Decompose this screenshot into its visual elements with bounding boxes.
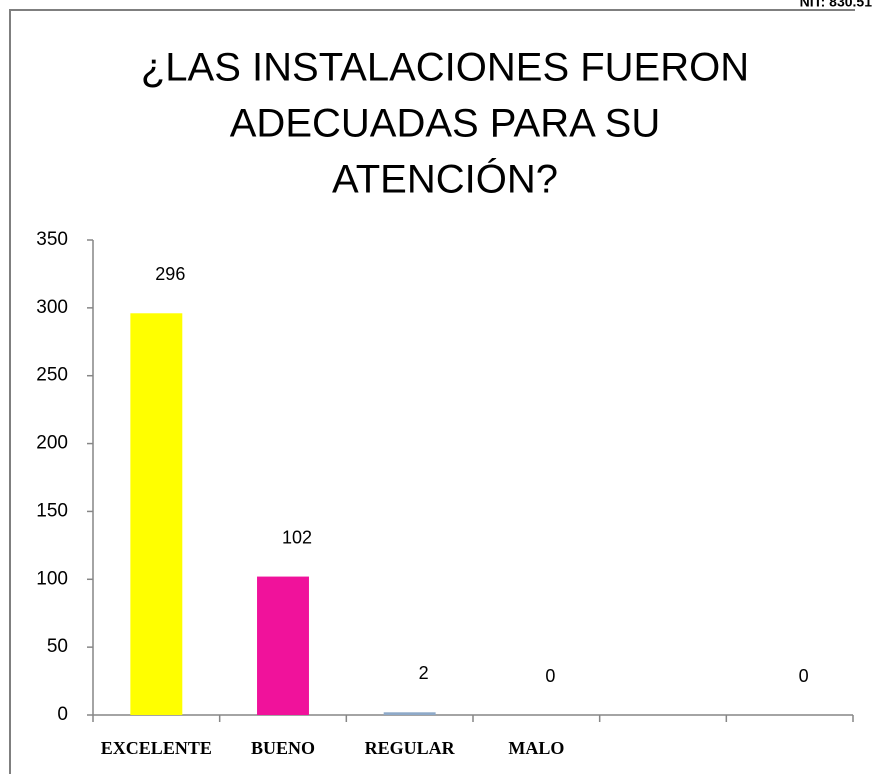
note: NIT: 830.51 [800, 0, 872, 10]
bar [130, 313, 183, 715]
x-tick-label: EXCELENTE [101, 738, 212, 758]
y-tick-label: 0 [57, 704, 68, 725]
y-tick-label: 300 [36, 297, 68, 318]
data-label: 102 [282, 527, 312, 547]
y-tick-label: 350 [36, 229, 68, 250]
chart-title: ADECUADAS PARA SU [230, 102, 661, 146]
bar [383, 712, 436, 715]
y-tick-label: 200 [36, 433, 68, 454]
data-label: 296 [155, 264, 185, 284]
chart-border [9, 9, 855, 774]
x-tick-label: REGULAR [365, 738, 456, 758]
bar [257, 576, 309, 715]
x-tick-label: MALO [508, 738, 564, 758]
y-tick-label: 100 [36, 568, 68, 589]
y-tick-label: 250 [36, 365, 68, 386]
y-tick-label: 150 [36, 500, 68, 521]
chart-title: ATENCIÓN? [332, 157, 558, 202]
chart-title: ¿LAS INSTALACIONES FUERON [141, 46, 749, 90]
x-tick-label: BUENO [251, 738, 315, 758]
data-label: 2 [419, 663, 429, 683]
data-label: 0 [545, 666, 555, 686]
data-label: 0 [799, 666, 809, 686]
y-tick-label: 50 [47, 636, 68, 657]
